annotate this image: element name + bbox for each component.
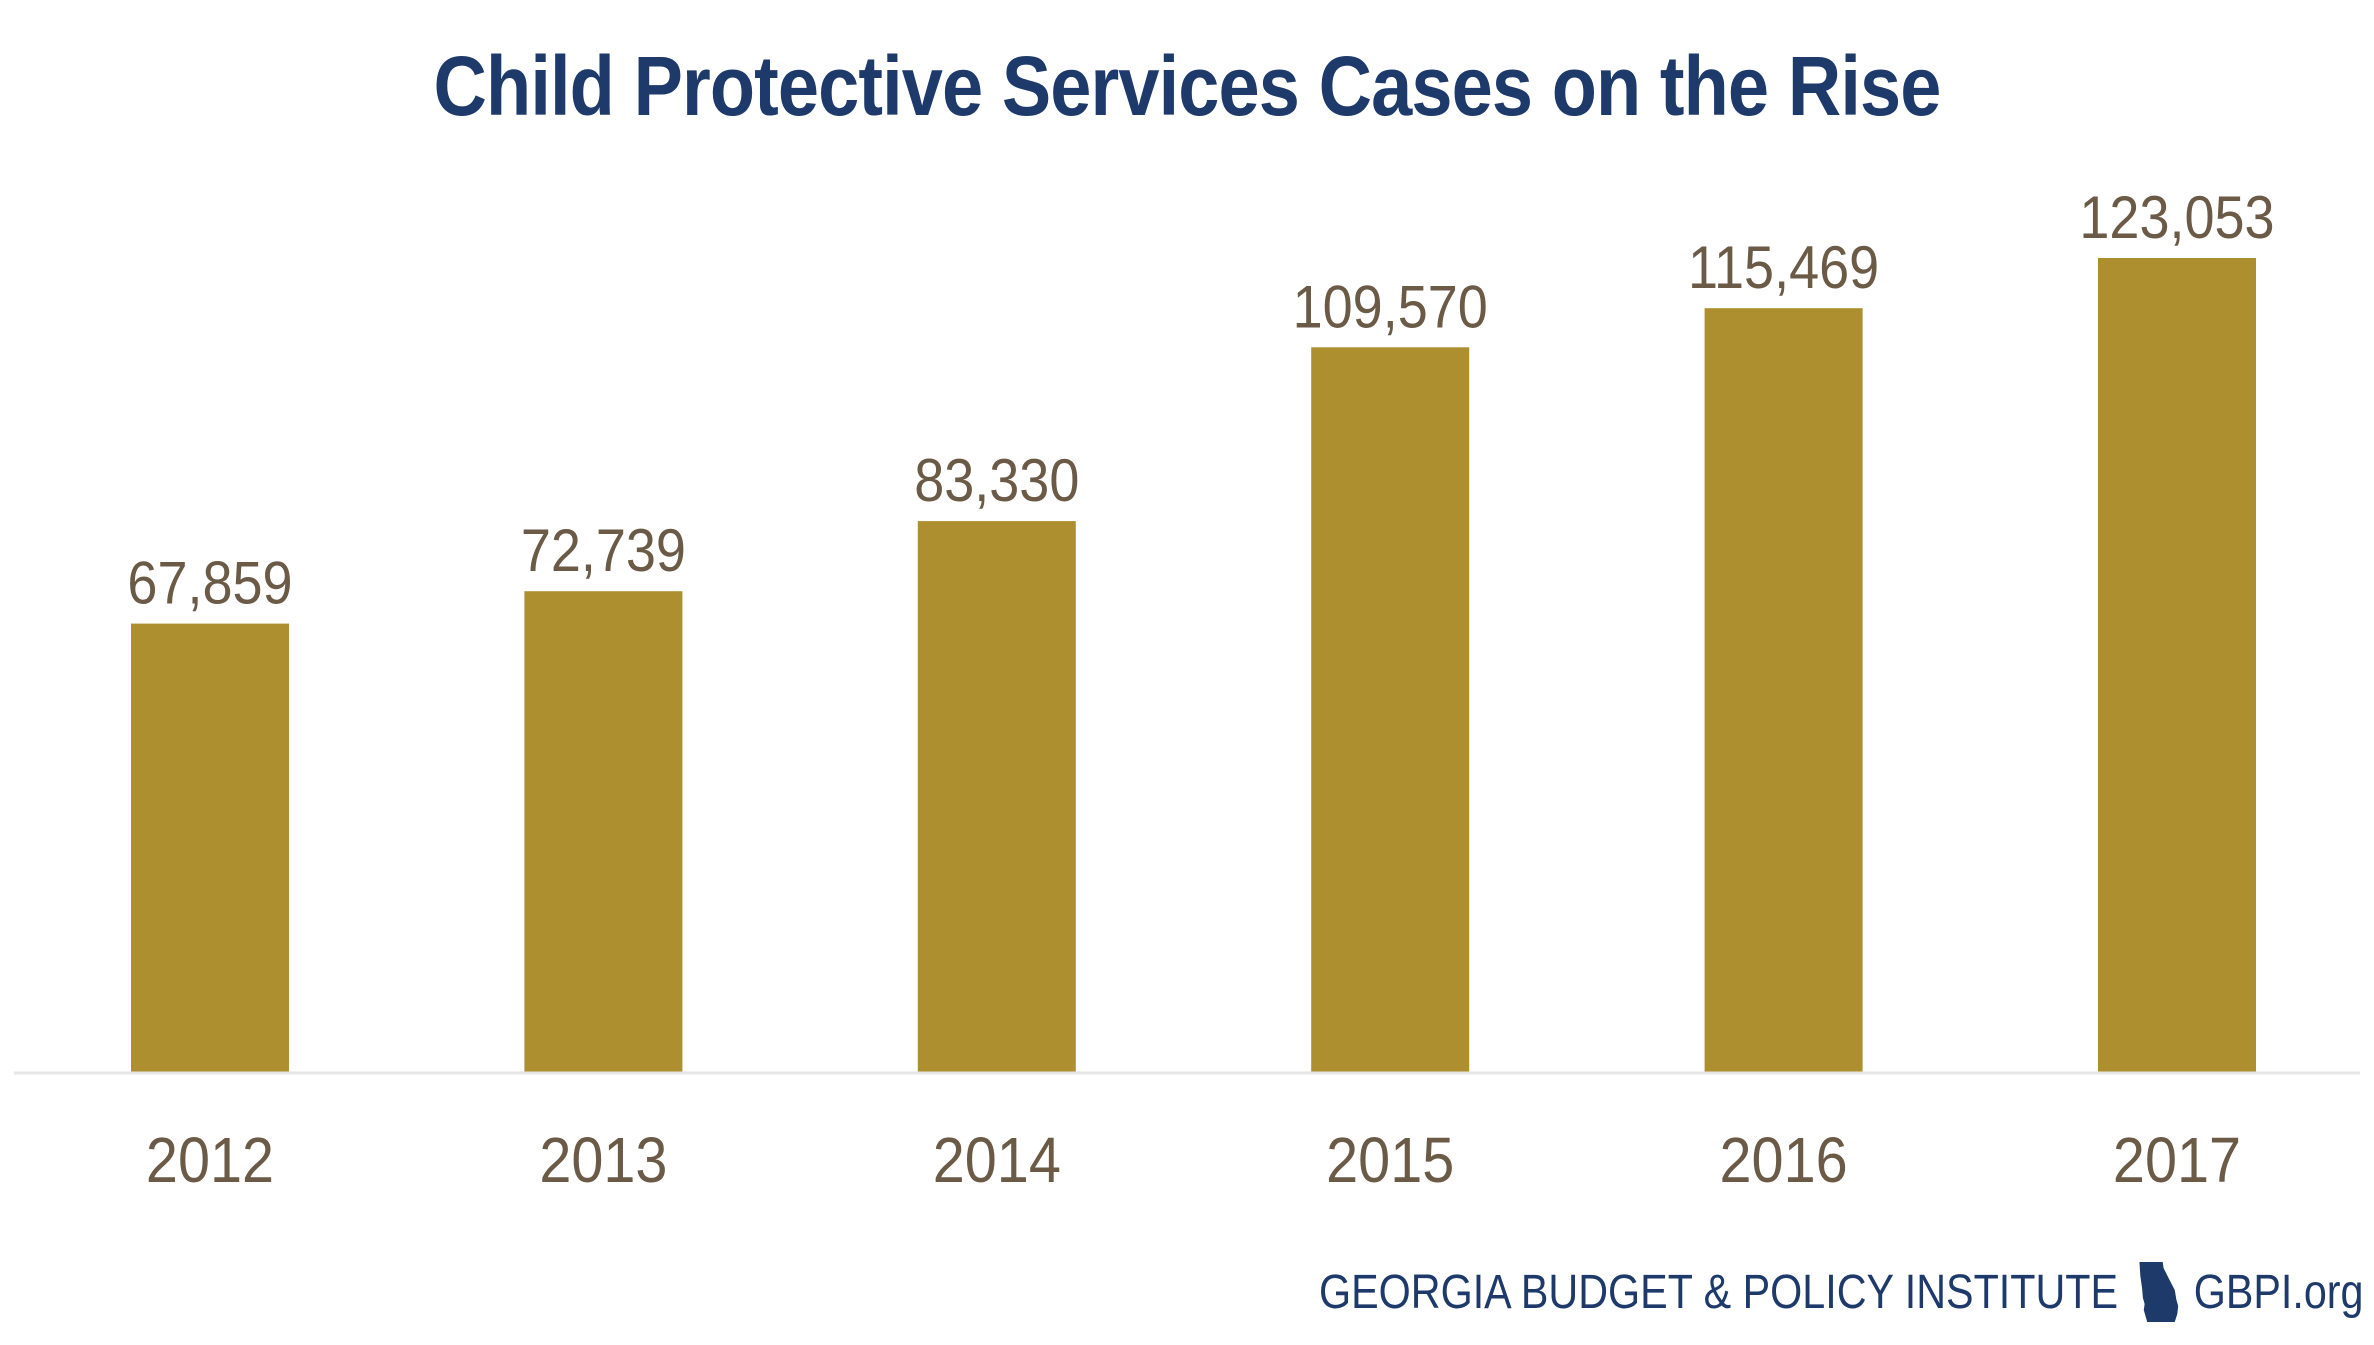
data-label-2013: 72,739 bbox=[521, 518, 686, 585]
bars-group bbox=[131, 258, 2256, 1073]
labels-group: 67,859 2012 72,739 2013 83,330 2014 109,570 201… bbox=[127, 184, 2274, 1195]
bar-2014 bbox=[917, 521, 1076, 1073]
bar-2016 bbox=[1704, 308, 1863, 1073]
website-link[interactable]: GBPI.org bbox=[2194, 1265, 2364, 1319]
org-name: GEORGIA BUDGET & POLICY INSTITUTE bbox=[1319, 1265, 2119, 1319]
chart-title: Child Protective Services Cases on the R… bbox=[433, 39, 1942, 133]
x-tick-label-2016: 2016 bbox=[1720, 1124, 1848, 1195]
x-tick-label-2017: 2017 bbox=[2113, 1124, 2241, 1195]
x-tick-label-2014: 2014 bbox=[933, 1124, 1061, 1195]
x-tick-label-2015: 2015 bbox=[1326, 1124, 1454, 1195]
data-label-2017: 123,053 bbox=[2079, 184, 2274, 251]
bar-2017 bbox=[2098, 258, 2256, 1073]
data-label-2012: 67,859 bbox=[127, 550, 292, 617]
bar-2013 bbox=[524, 591, 683, 1073]
x-tick-label-2012: 2012 bbox=[146, 1124, 274, 1195]
x-tick-label-2013: 2013 bbox=[539, 1124, 667, 1195]
georgia-map-icon bbox=[2140, 1262, 2179, 1322]
bar-2015 bbox=[1311, 347, 1470, 1073]
data-label-2015: 109,570 bbox=[1293, 274, 1488, 341]
data-label-2016: 115,469 bbox=[1688, 235, 1879, 302]
bar-2012 bbox=[131, 623, 289, 1073]
footer: GEORGIA BUDGET & POLICY INSTITUTE GBPI.o… bbox=[1320, 1257, 2364, 1327]
data-label-2014: 83,330 bbox=[914, 447, 1079, 514]
